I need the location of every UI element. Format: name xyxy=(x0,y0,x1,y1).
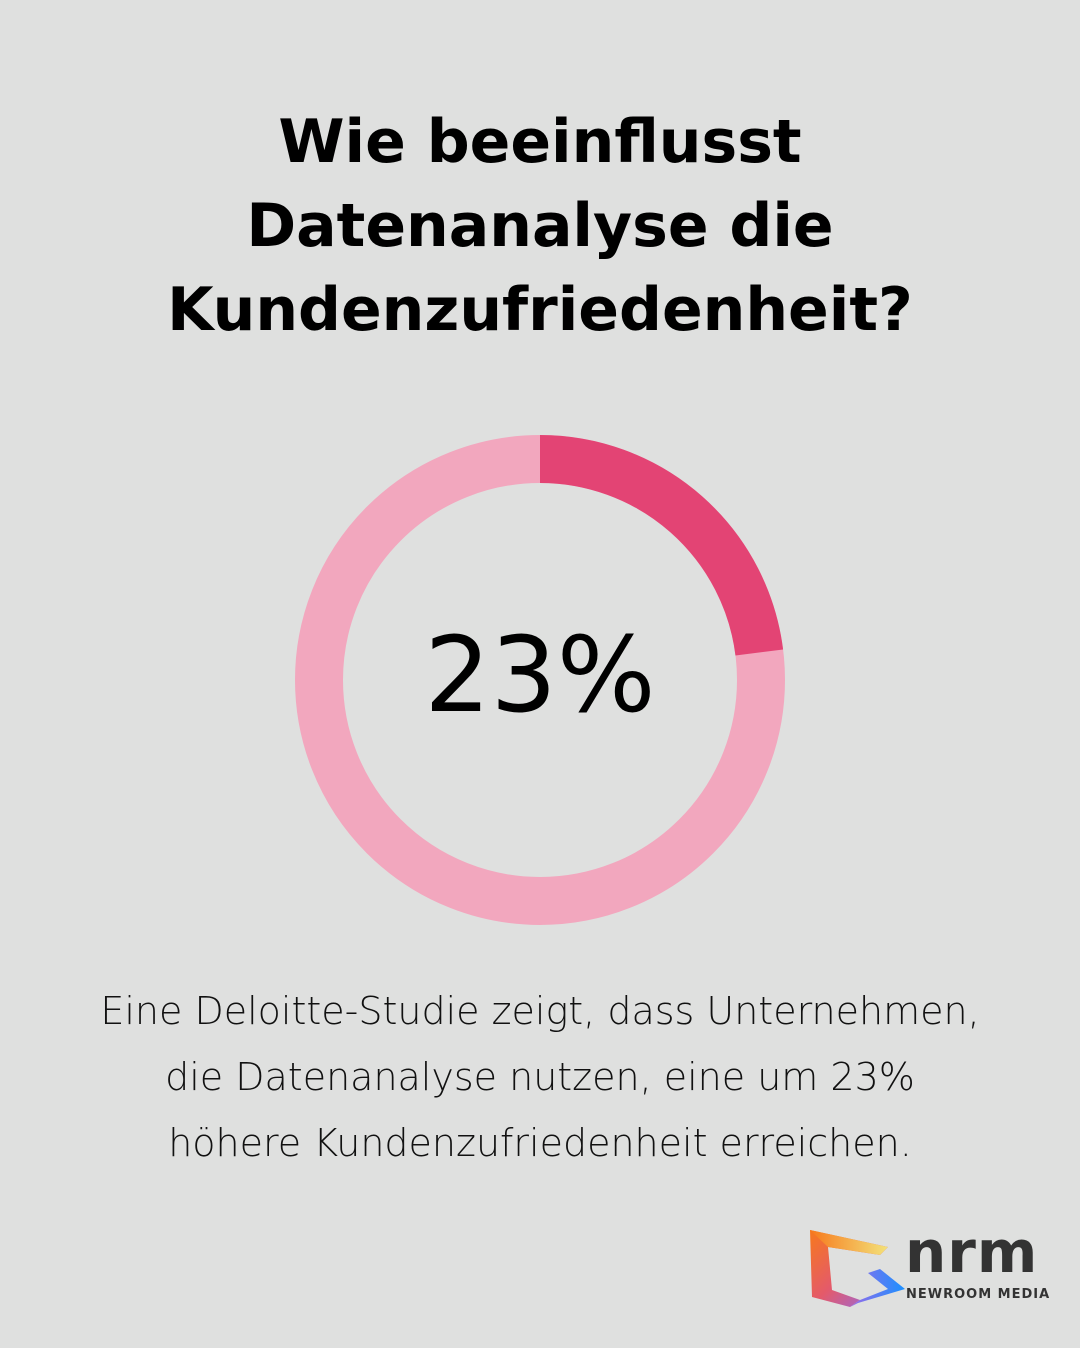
description-line-3: höhere Kundenzufriedenheit erreichen. xyxy=(168,1121,912,1165)
logo-subtitle: NEWROOM MEDIA xyxy=(906,1287,1051,1302)
title-line-1: Wie beeinflusst xyxy=(278,107,802,177)
nrm-logo-icon xyxy=(810,1230,905,1307)
page-title: Wie beeinflusst Datenanalyse die Kundenz… xyxy=(0,100,1080,352)
description-line-1: Eine Deloitte-Studie zeigt, dass Unterne… xyxy=(100,989,980,1033)
donut-segment-highlight xyxy=(295,435,785,925)
description: Eine Deloitte-Studie zeigt, dass Unterne… xyxy=(0,978,1080,1176)
description-line-2: die Datenanalyse nutzen, eine um 23% xyxy=(165,1055,915,1099)
center-percentage: 23% xyxy=(424,614,656,736)
donut-chart xyxy=(295,435,785,925)
title-line-3: Kundenzufriedenheit? xyxy=(167,275,913,345)
logo-wordmark: nrm xyxy=(905,1218,1039,1286)
title-line-2: Datenanalyse die xyxy=(246,191,834,261)
